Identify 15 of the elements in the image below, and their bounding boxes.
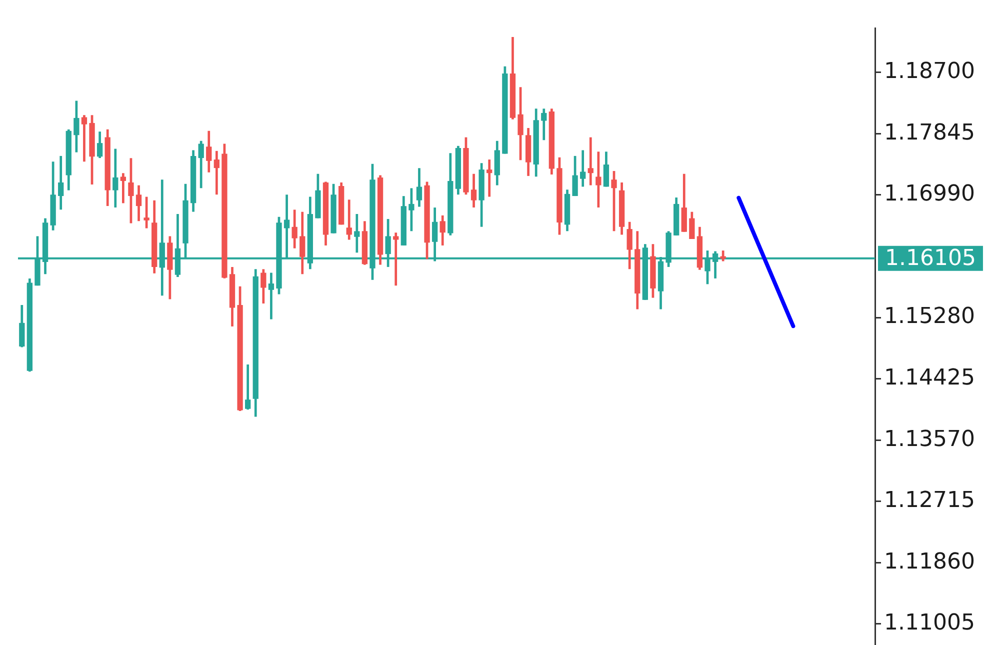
y-tick-label: 1.15280 <box>884 304 975 330</box>
ref-line-label: 1.16105 <box>885 246 976 272</box>
y-tick-label: 1.14425 <box>884 366 975 390</box>
candlestick <box>486 160 492 197</box>
y-tick-label: 1.12715 <box>884 488 975 514</box>
y-tick-label: 1.17845 <box>884 120 975 146</box>
candlestick <box>393 232 399 286</box>
y-tick-label: 1.11860 <box>884 549 975 574</box>
y-tick-label: 1.11005 <box>884 610 975 636</box>
y-tick-label: 1.16990 <box>884 182 975 207</box>
y-tick-label: 1.18700 <box>884 59 975 84</box>
y-tick-label: 1.13570 <box>884 426 975 452</box>
candlestick <box>120 173 126 204</box>
candlestick <box>588 137 594 186</box>
candlestick <box>268 272 274 320</box>
